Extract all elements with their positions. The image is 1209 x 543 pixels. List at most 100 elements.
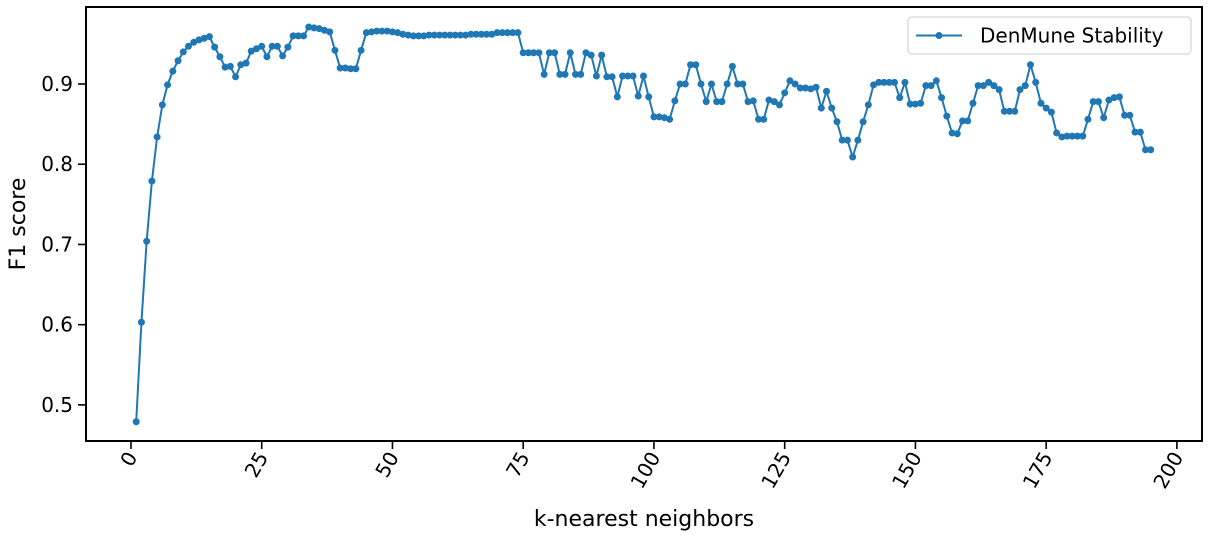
data-point (1032, 78, 1040, 86)
data-point (383, 27, 391, 35)
data-point (917, 99, 925, 107)
x-tick-label: 25 (240, 448, 274, 482)
data-point (556, 70, 564, 78)
data-point (1136, 128, 1144, 136)
data-point (901, 78, 909, 86)
data-point (985, 78, 993, 86)
legend: DenMune Stability (907, 16, 1192, 55)
data-point (300, 32, 308, 40)
data-point (802, 84, 810, 92)
data-point (687, 61, 695, 69)
data-point (812, 83, 820, 91)
data-point (226, 62, 234, 70)
data-point (1047, 108, 1055, 116)
data-point (577, 70, 585, 78)
data-point (1000, 107, 1008, 115)
data-point (1016, 86, 1024, 94)
data-point (284, 43, 292, 51)
data-point (493, 29, 501, 37)
data-point (498, 29, 506, 37)
legend-marker (935, 32, 943, 39)
data-point (645, 93, 653, 101)
data-point (132, 418, 140, 426)
data-point (655, 113, 663, 121)
data-point (718, 98, 726, 106)
data-point (216, 53, 224, 61)
data-point (671, 97, 679, 105)
data-point (707, 80, 715, 88)
data-point (791, 80, 799, 88)
data-point (310, 24, 318, 32)
data-point (456, 31, 464, 39)
x-axis-label: k-nearest neighbors (534, 507, 754, 532)
data-point (932, 77, 940, 85)
data-point (864, 101, 872, 109)
data-point (294, 32, 302, 40)
data-point (713, 98, 721, 106)
data-point (441, 31, 449, 39)
data-point (953, 130, 961, 138)
data-point (221, 63, 229, 71)
data-point (263, 53, 271, 61)
data-point (817, 104, 825, 112)
data-point (1079, 132, 1087, 140)
data-point (430, 31, 438, 39)
data-point (598, 51, 606, 59)
data-point (1021, 82, 1029, 90)
data-point (399, 30, 407, 38)
data-point (744, 98, 752, 106)
data-point (247, 47, 255, 55)
data-point (974, 82, 982, 90)
data-point (378, 27, 386, 35)
data-point (692, 61, 700, 69)
data-point (388, 28, 396, 36)
data-point (545, 49, 553, 57)
data-point (477, 30, 485, 38)
data-point (859, 118, 867, 126)
data-point (143, 237, 151, 245)
data-point (1011, 107, 1019, 115)
data-point (1026, 61, 1034, 69)
data-point (875, 78, 883, 86)
data-point (828, 104, 836, 112)
data-point (190, 38, 198, 46)
data-point (775, 101, 783, 109)
data-point (880, 78, 888, 86)
data-point (347, 65, 355, 73)
data-point (436, 31, 444, 39)
data-point (357, 46, 365, 54)
data-point (948, 129, 956, 137)
data-point (158, 101, 166, 109)
data-point (232, 73, 240, 81)
x-tick-label: 100 (625, 448, 665, 493)
data-point (702, 98, 710, 106)
data-point (911, 100, 919, 108)
data-point (1084, 115, 1092, 123)
data-point (885, 78, 893, 86)
data-point (1042, 104, 1050, 112)
data-point (362, 29, 370, 37)
data-point (524, 49, 532, 57)
data-point (582, 49, 590, 57)
data-point (639, 72, 647, 80)
data-point (1053, 129, 1061, 137)
data-point (634, 92, 642, 100)
data-point (415, 32, 423, 40)
data-point (420, 32, 428, 40)
data-point (938, 94, 946, 102)
data-point (561, 70, 569, 78)
data-point (331, 46, 339, 54)
data-point (755, 115, 763, 123)
data-point (587, 51, 595, 59)
data-point (608, 73, 616, 81)
data-point (823, 87, 831, 95)
data-point (833, 118, 841, 126)
data-point (242, 59, 250, 67)
data-point (760, 115, 768, 123)
data-point (1006, 107, 1014, 115)
data-point (1100, 114, 1108, 122)
data-point (770, 98, 778, 106)
data-point (373, 27, 381, 35)
data-point (1037, 99, 1045, 107)
